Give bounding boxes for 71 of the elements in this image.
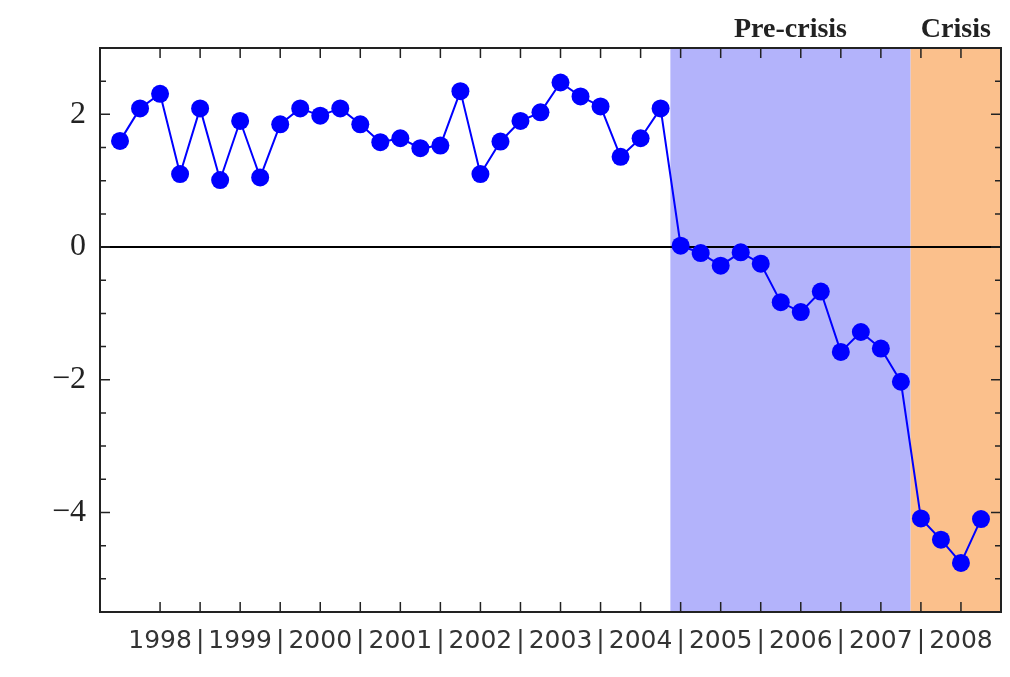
point	[911, 509, 930, 528]
point	[851, 322, 870, 341]
point	[111, 131, 130, 150]
point	[391, 129, 410, 148]
x-tick-label: |	[916, 624, 926, 654]
point	[771, 293, 790, 312]
x-tick-label: 1998	[128, 624, 192, 654]
x-tick-label: |	[195, 624, 205, 654]
y-tick-label: 2	[70, 93, 86, 130]
point	[971, 510, 990, 529]
point	[511, 111, 530, 130]
point	[611, 147, 630, 166]
x-tick-label: 2003	[528, 624, 593, 654]
point	[531, 103, 550, 122]
point	[151, 84, 170, 103]
point	[471, 165, 490, 184]
x-tick-label: 2007	[849, 624, 913, 654]
point	[231, 111, 250, 130]
point	[131, 99, 150, 118]
x-tick-label: 2001	[368, 624, 433, 654]
point	[951, 553, 970, 572]
x-tick-label: |	[836, 624, 846, 654]
point	[651, 99, 670, 118]
point	[831, 342, 850, 361]
point	[731, 243, 750, 262]
x-tick-label: 2008	[929, 624, 993, 654]
point	[671, 236, 690, 255]
point	[691, 244, 710, 263]
x-tick-label: 2000	[288, 624, 353, 654]
x-tick-label: |	[756, 624, 765, 654]
x-tick-label: 2005	[688, 624, 753, 654]
point	[571, 87, 590, 106]
point	[251, 168, 270, 187]
x-tick-label: 2002	[448, 624, 513, 654]
point	[191, 99, 210, 118]
point	[591, 97, 610, 116]
point	[631, 129, 650, 148]
point	[211, 171, 230, 190]
point	[371, 133, 390, 152]
x-tick-label: 2006	[768, 624, 833, 654]
x-tick-label: |	[516, 624, 525, 654]
point	[331, 99, 350, 118]
point	[271, 115, 290, 134]
point	[291, 99, 310, 118]
point	[791, 303, 810, 322]
point	[931, 530, 950, 549]
point	[351, 115, 370, 134]
x-tick-label: |	[596, 624, 605, 654]
point	[871, 339, 890, 358]
x-tick-label: 2004	[608, 624, 673, 654]
point	[891, 372, 910, 391]
point	[711, 256, 730, 275]
band-label: Crisis	[920, 12, 991, 44]
x-tick-label: |	[436, 624, 445, 654]
point	[751, 254, 770, 273]
point	[811, 282, 830, 301]
point	[411, 139, 430, 158]
x-tick-label: |	[676, 624, 685, 654]
x-tick-label: |	[275, 624, 285, 654]
y-tick-label: −4	[51, 491, 86, 528]
x-tick-label: 1999	[208, 624, 272, 654]
point	[551, 73, 570, 92]
point	[431, 136, 450, 155]
point	[311, 106, 330, 125]
x-tick-label: |	[356, 624, 365, 654]
point	[451, 82, 470, 101]
y-tick-label: 0	[70, 226, 86, 263]
point	[171, 165, 190, 184]
point	[491, 132, 510, 151]
y-tick-label: −2	[51, 359, 86, 396]
band-label: Pre-crisis	[734, 12, 848, 44]
